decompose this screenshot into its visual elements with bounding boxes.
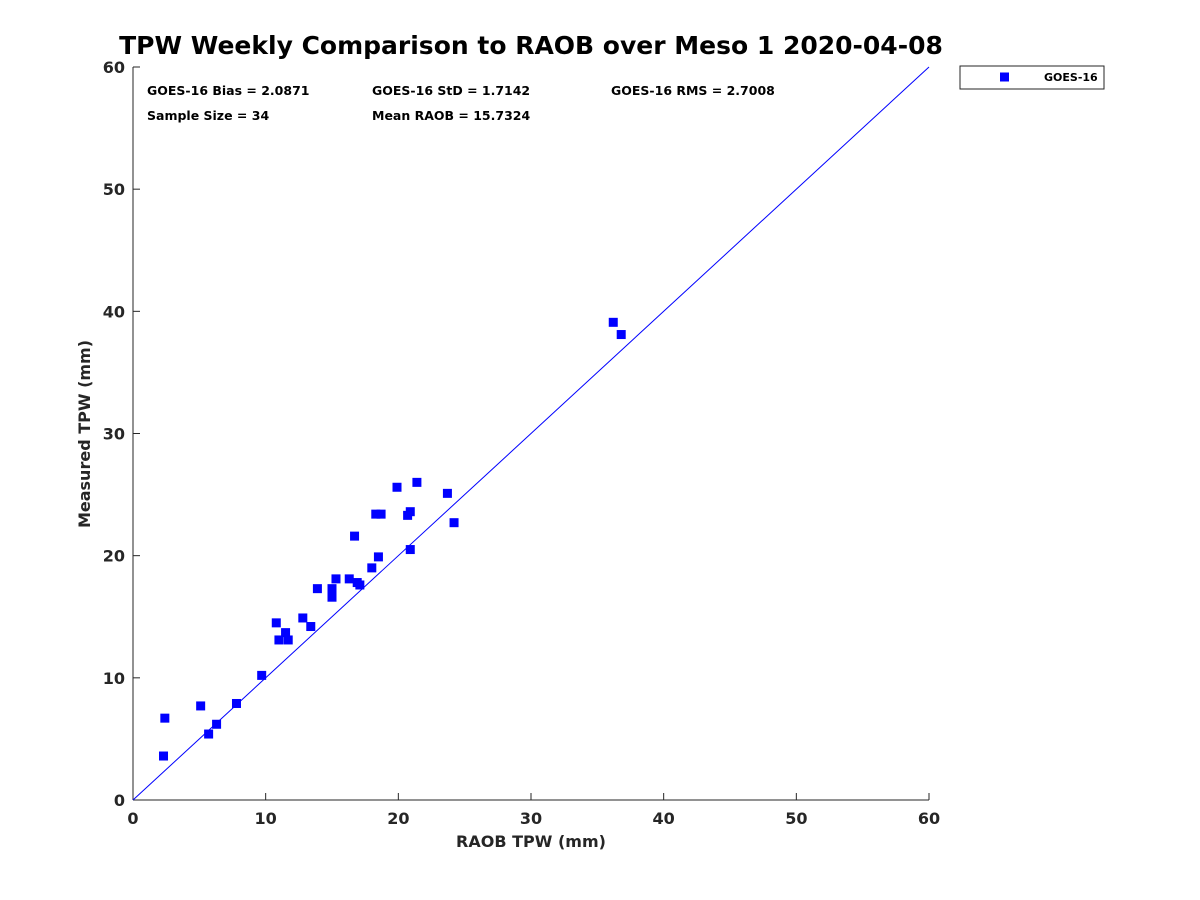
- y-tick-label: 60: [103, 58, 125, 77]
- data-point: [331, 574, 341, 584]
- data-point: [371, 509, 381, 519]
- stat-mean-raob: Mean RAOB = 15.7324: [372, 108, 530, 123]
- data-point: [449, 518, 459, 528]
- data-point: [159, 751, 169, 761]
- x-tick-label: 30: [520, 809, 542, 828]
- y-tick-label: 0: [114, 791, 125, 810]
- data-point: [355, 580, 365, 590]
- legend-box: [959, 65, 1105, 90]
- data-point: [405, 545, 415, 555]
- data-point: [306, 622, 316, 632]
- y-tick-label: 20: [103, 547, 125, 566]
- data-point: [231, 698, 241, 708]
- data-points: [159, 317, 626, 761]
- data-point: [204, 729, 214, 739]
- data-point: [412, 477, 422, 487]
- x-tick-label: 40: [653, 809, 675, 828]
- data-point: [344, 574, 354, 584]
- data-point: [274, 635, 284, 645]
- y-ticks: 0 10 20 30 40 50 60: [103, 58, 140, 810]
- chart-title: TPW Weekly Comparison to RAOB over Meso …: [119, 31, 943, 60]
- data-point: [405, 507, 415, 517]
- x-tick-label: 60: [918, 809, 940, 828]
- y-tick-label: 30: [103, 425, 125, 444]
- data-point: [257, 670, 267, 680]
- x-tick-label: 50: [785, 809, 807, 828]
- data-point: [327, 584, 337, 594]
- data-point: [350, 531, 360, 541]
- stats-annotations: GOES-16 Bias = 2.0871 GOES-16 StD = 1.71…: [147, 83, 775, 123]
- data-point: [392, 482, 402, 492]
- data-point: [312, 584, 322, 594]
- data-point: [298, 613, 308, 623]
- data-point: [616, 330, 626, 340]
- data-point: [373, 552, 383, 562]
- data-point: [212, 719, 222, 729]
- x-tick-label: 20: [387, 809, 409, 828]
- y-tick-label: 40: [103, 302, 125, 321]
- legend: GOES-16: [959, 65, 1105, 90]
- x-tick-label: 10: [255, 809, 277, 828]
- data-point: [608, 317, 618, 327]
- x-axis-label: RAOB TPW (mm): [456, 832, 606, 851]
- x-tick-label: 0: [127, 809, 138, 828]
- stat-sample-size: Sample Size = 34: [147, 108, 269, 123]
- data-point: [271, 618, 281, 628]
- y-tick-label: 50: [103, 180, 125, 199]
- stat-rms: GOES-16 RMS = 2.7008: [611, 83, 775, 98]
- y-tick-label: 10: [103, 669, 125, 688]
- legend-label: GOES-16: [1044, 71, 1098, 84]
- data-point: [327, 592, 337, 602]
- data-point: [196, 701, 206, 711]
- data-point: [367, 563, 377, 573]
- x-ticks: 0 10 20 30 40 50 60: [127, 793, 940, 828]
- data-point: [283, 635, 293, 645]
- stat-bias: GOES-16 Bias = 2.0871: [147, 83, 309, 98]
- data-point: [160, 713, 170, 723]
- data-point: [281, 628, 291, 638]
- stat-std: GOES-16 StD = 1.7142: [372, 83, 530, 98]
- legend-marker-square: [1000, 72, 1009, 82]
- data-point: [376, 509, 386, 519]
- data-point: [442, 488, 452, 498]
- y-axis-label: Measured TPW (mm): [75, 340, 94, 528]
